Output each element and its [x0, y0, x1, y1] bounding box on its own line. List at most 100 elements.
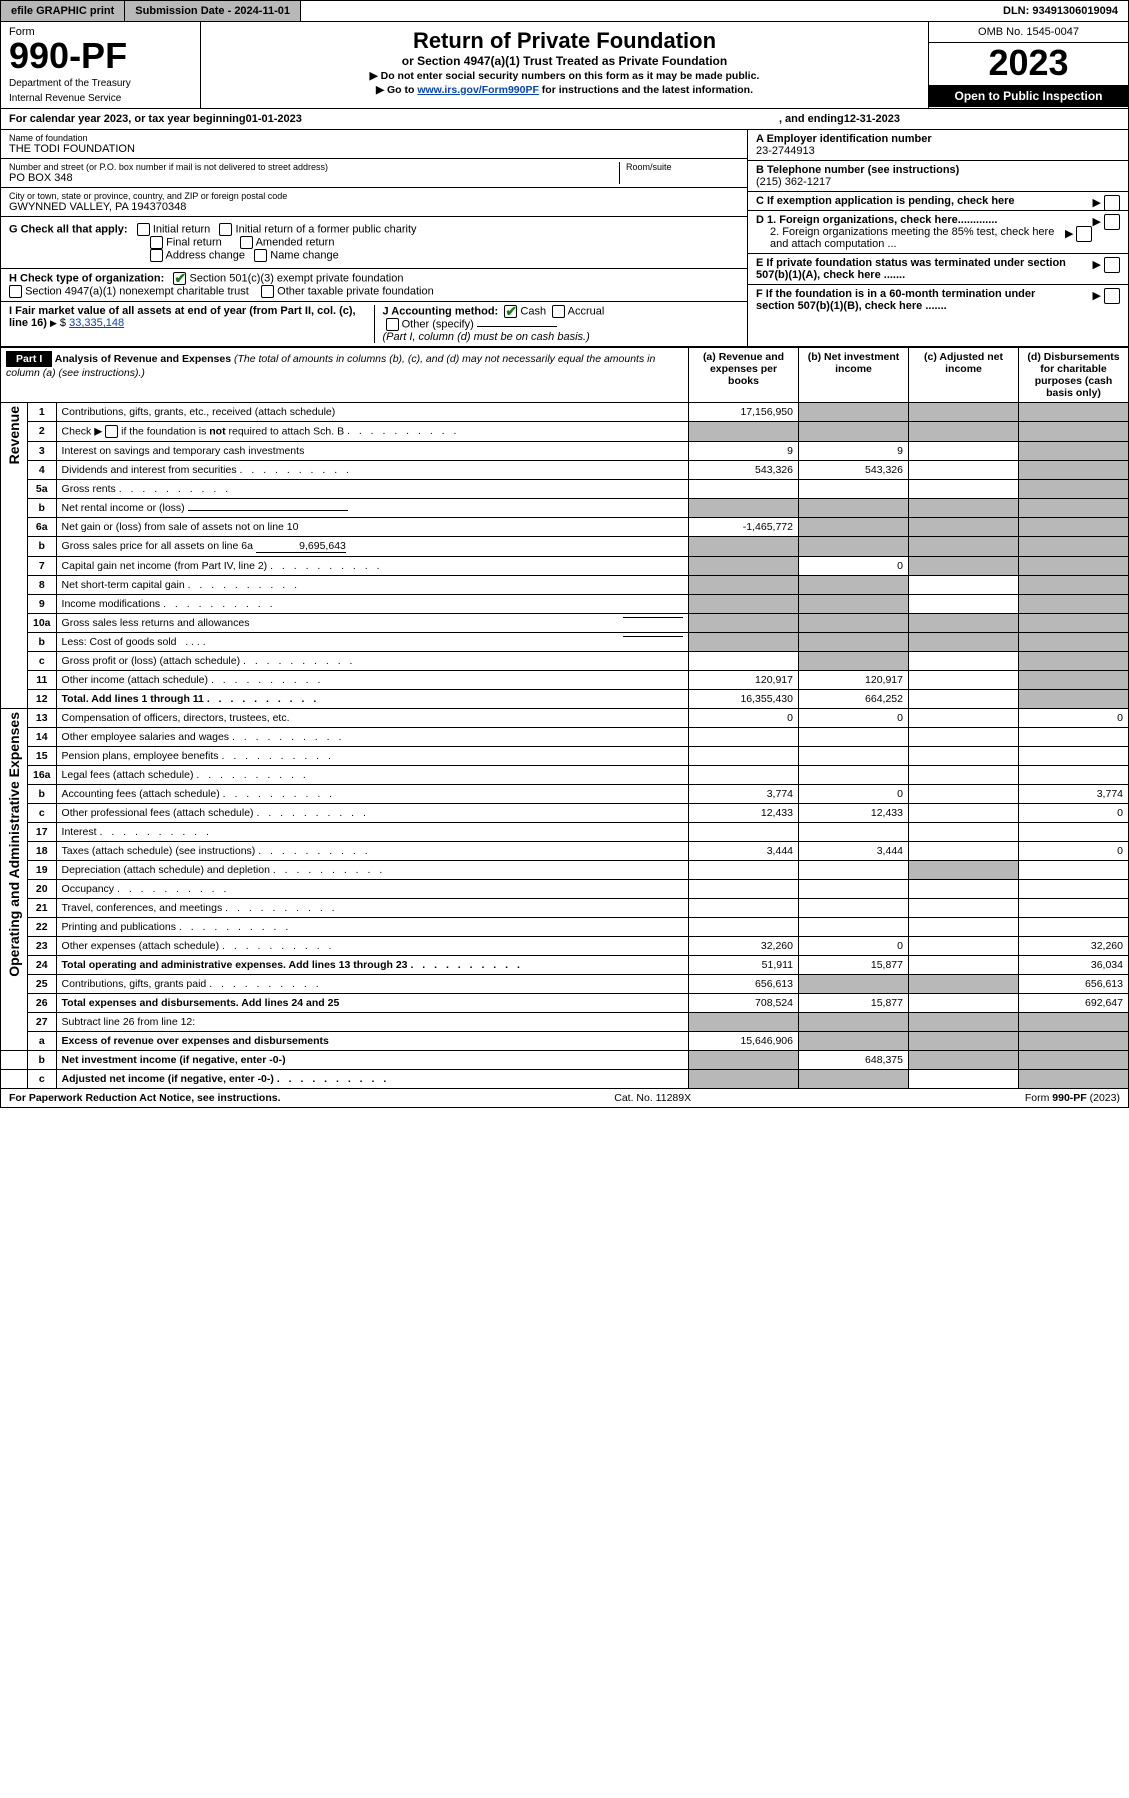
60month-termination-checkbox[interactable] — [1104, 288, 1120, 304]
row-16c: cOther professional fees (attach schedul… — [1, 804, 1129, 823]
irs-link[interactable]: www.irs.gov/Form990PF — [417, 84, 539, 96]
form-header: Form 990-PF Department of the Treasury I… — [0, 22, 1129, 109]
final-return-checkbox[interactable] — [150, 236, 163, 249]
expenses-sidelabel: Operating and Administrative Expenses — [6, 712, 22, 977]
amended-return-checkbox[interactable] — [240, 236, 253, 249]
form-title: Return of Private Foundation — [207, 28, 922, 54]
col-b-head: (b) Net investment income — [799, 348, 909, 403]
exemption-pending-checkbox[interactable] — [1104, 195, 1120, 211]
row-6b: bGross sales price for all assets on lin… — [1, 537, 1129, 557]
row-27b: bNet investment income (if negative, ent… — [1, 1051, 1129, 1070]
row-8: 8Net short-term capital gain — [1, 576, 1129, 595]
d1-label: D 1. Foreign organizations, check here..… — [756, 214, 997, 226]
tax-year-begin: 01-01-2023 — [246, 113, 302, 125]
status-terminated-checkbox[interactable] — [1104, 257, 1120, 273]
c-label: C If exemption application is pending, c… — [756, 195, 1015, 207]
foundation-address: PO BOX 348 — [9, 172, 619, 184]
cash-method-checkbox[interactable] — [504, 305, 517, 318]
row-9: 9Income modifications — [1, 595, 1129, 614]
initial-return-checkbox[interactable] — [137, 223, 150, 236]
accrual-method-checkbox[interactable] — [552, 305, 565, 318]
row-10c: cGross profit or (loss) (attach schedule… — [1, 652, 1129, 671]
4947a1-checkbox[interactable] — [9, 285, 22, 298]
501c3-checkbox[interactable] — [173, 272, 186, 285]
row-14: 14Other employee salaries and wages — [1, 728, 1129, 747]
efile-button[interactable]: efile GRAPHIC print — [1, 1, 125, 21]
row-21: 21Travel, conferences, and meetings — [1, 899, 1129, 918]
form-footer-label: Form 990-PF (2023) — [1025, 1092, 1120, 1104]
row-1: Revenue 1Contributions, gifts, grants, e… — [1, 403, 1129, 422]
i-label: I Fair market value of all assets at end… — [9, 305, 356, 329]
row-2: 2Check ▶ if the foundation is not requir… — [1, 422, 1129, 442]
goto-line: ▶ Go to www.irs.gov/Form990PF for instru… — [207, 84, 922, 96]
row-20: 20Occupancy — [1, 880, 1129, 899]
row-19: 19Depreciation (attach schedule) and dep… — [1, 861, 1129, 880]
row-10b: bLess: Cost of goods sold . . . . — [1, 633, 1129, 652]
revenue-sidelabel: Revenue — [6, 406, 22, 464]
row-27a: aExcess of revenue over expenses and dis… — [1, 1032, 1129, 1051]
row-16a: 16aLegal fees (attach schedule) — [1, 766, 1129, 785]
row-25: 25Contributions, gifts, grants paid 656,… — [1, 975, 1129, 994]
name-label: Name of foundation — [9, 133, 739, 143]
row-15: 15Pension plans, employee benefits — [1, 747, 1129, 766]
address-change-checkbox[interactable] — [150, 249, 163, 262]
calendar-year-row: For calendar year 2023, or tax year begi… — [0, 109, 1129, 130]
foundation-city: GWYNNED VALLEY, PA 194370348 — [9, 201, 739, 213]
foreign-85-checkbox[interactable] — [1076, 226, 1092, 242]
entity-section: Name of foundation THE TODI FOUNDATION N… — [0, 130, 1129, 347]
g-check-row: G Check all that apply: Initial return I… — [1, 217, 747, 269]
other-taxable-checkbox[interactable] — [261, 285, 274, 298]
part1-table: Part I Analysis of Revenue and Expenses … — [0, 347, 1129, 1089]
row-5b: bNet rental income or (loss) — [1, 499, 1129, 518]
foreign-org-checkbox[interactable] — [1104, 214, 1120, 230]
row-17: 17Interest — [1, 823, 1129, 842]
col-c-head: (c) Adjusted net income — [909, 348, 1019, 403]
foundation-name: THE TODI FOUNDATION — [9, 143, 739, 155]
page-footer: For Paperwork Reduction Act Notice, see … — [0, 1089, 1129, 1108]
ein-label: A Employer identification number — [756, 133, 932, 145]
addr-label: Number and street (or P.O. box number if… — [9, 162, 619, 172]
d2-label: 2. Foreign organizations meeting the 85%… — [756, 226, 1056, 250]
form-subtitle: or Section 4947(a)(1) Trust Treated as P… — [207, 54, 922, 68]
name-change-checkbox[interactable] — [254, 249, 267, 262]
row-18: 18Taxes (attach schedule) (see instructi… — [1, 842, 1129, 861]
row-11: 11Other income (attach schedule) 120,917… — [1, 671, 1129, 690]
dln: DLN: 93491306019094 — [993, 1, 1128, 21]
schb-not-required-checkbox[interactable] — [105, 425, 118, 438]
tel-label: B Telephone number (see instructions) — [756, 164, 959, 176]
row-3: 3Interest on savings and temporary cash … — [1, 442, 1129, 461]
tel-value: (215) 362-1217 — [756, 176, 831, 188]
omb-number: OMB No. 1545-0047 — [929, 22, 1128, 43]
row-13: Operating and Administrative Expenses 13… — [1, 709, 1129, 728]
row-7: 7Capital gain net income (from Part IV, … — [1, 557, 1129, 576]
row-16b: bAccounting fees (attach schedule) 3,774… — [1, 785, 1129, 804]
col-a-head: (a) Revenue and expenses per books — [689, 348, 799, 403]
row-22: 22Printing and publications — [1, 918, 1129, 937]
row-5a: 5aGross rents — [1, 480, 1129, 499]
row-24: 24Total operating and administrative exp… — [1, 956, 1129, 975]
col-d-head: (d) Disbursements for charitable purpose… — [1019, 348, 1129, 403]
irs-label: Internal Revenue Service — [9, 93, 192, 104]
row-26: 26Total expenses and disbursements. Add … — [1, 994, 1129, 1013]
tax-year: 2023 — [929, 43, 1128, 83]
row-12: 12Total. Add lines 1 through 11 16,355,4… — [1, 690, 1129, 709]
e-label: E If private foundation status was termi… — [756, 257, 1076, 281]
ein-value: 23-2744913 — [756, 145, 815, 157]
top-bar: efile GRAPHIC print Submission Date - 20… — [0, 0, 1129, 22]
open-public-inspection: Open to Public Inspection — [929, 85, 1128, 107]
other-method-checkbox[interactable] — [386, 318, 399, 331]
fmv-assets-link[interactable]: 33,335,148 — [69, 317, 124, 329]
dept-treasury: Department of the Treasury — [9, 78, 192, 89]
initial-return-former-checkbox[interactable] — [219, 223, 232, 236]
tax-year-end: 12-31-2023 — [844, 113, 900, 125]
row-23: 23Other expenses (attach schedule) 32,26… — [1, 937, 1129, 956]
form-number: 990-PF — [9, 38, 192, 74]
row-27: 27Subtract line 26 from line 12: — [1, 1013, 1129, 1032]
row-10a: 10aGross sales less returns and allowanc… — [1, 614, 1129, 633]
part1-label: Part I — [6, 351, 52, 367]
ssn-warning: ▶ Do not enter social security numbers o… — [207, 70, 922, 82]
row-4: 4Dividends and interest from securities … — [1, 461, 1129, 480]
room-label: Room/suite — [626, 162, 739, 172]
cat-no: Cat. No. 11289X — [281, 1092, 1025, 1104]
paperwork-notice: For Paperwork Reduction Act Notice, see … — [9, 1092, 281, 1104]
